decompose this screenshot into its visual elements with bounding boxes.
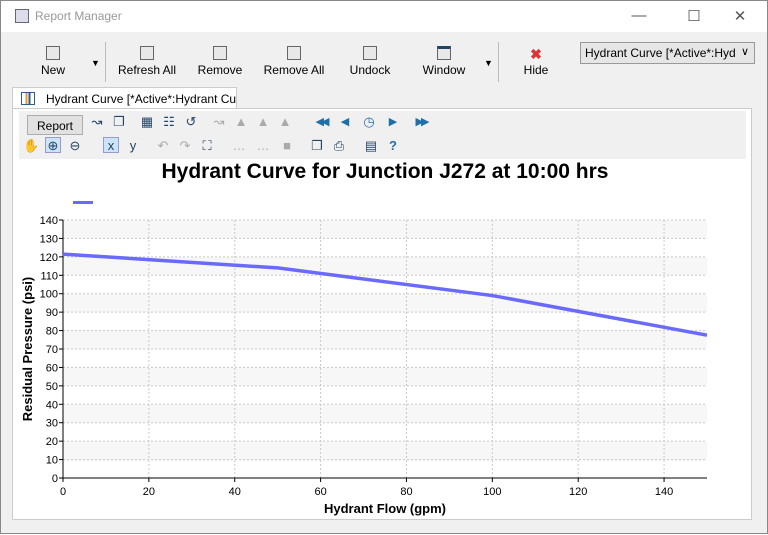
notes-icon[interactable]: ▤ xyxy=(364,138,378,153)
chevron-down-icon: ∨ xyxy=(740,46,750,58)
remove-all-button[interactable]: Remove All xyxy=(262,46,326,77)
copy-icon[interactable]: ❐ xyxy=(113,114,125,129)
pan-hand-icon[interactable]: ✋ xyxy=(23,138,39,153)
ribbon: New ▼ Refresh All Remove Remove All Undo… xyxy=(1,32,767,88)
print-icon[interactable]: ⎙ xyxy=(333,138,345,153)
new-dropdown-arrow[interactable]: ▼ xyxy=(91,58,100,68)
zoom-out-icon[interactable]: ⊖ xyxy=(69,138,81,153)
zoom-extents-icon[interactable]: ⛶ xyxy=(202,138,212,153)
zoom-in-icon[interactable]: ⊕ xyxy=(45,137,61,153)
window-dropdown-arrow[interactable]: ▼ xyxy=(484,58,493,68)
new-button[interactable]: New xyxy=(39,46,67,77)
help-icon[interactable]: ? xyxy=(389,138,397,153)
print-preview-icon[interactable]: ▦ xyxy=(140,114,154,129)
divider xyxy=(105,42,106,82)
graph-icon-3[interactable]: ▲ xyxy=(256,114,270,129)
chart-icon xyxy=(21,92,35,105)
step-back-icon[interactable]: … xyxy=(232,138,246,153)
refresh-all-button[interactable]: Refresh All xyxy=(117,46,177,77)
undock-icon xyxy=(363,46,377,60)
undock-button[interactable]: Undock xyxy=(347,46,393,77)
lock-y-axis-icon[interactable]: y xyxy=(129,138,137,153)
chart-options-icon[interactable]: ↝ xyxy=(91,114,103,129)
remove-all-icon xyxy=(287,46,301,60)
tab-hydrant-curve[interactable]: Hydrant Curve [*Active*:Hydrant Curve] xyxy=(12,87,237,109)
report-button[interactable]: Report xyxy=(27,115,83,135)
graph-icon-4[interactable]: ▲ xyxy=(278,114,292,129)
first-icon[interactable]: ◀◀ xyxy=(315,116,330,128)
maximize-button[interactable]: ☐ xyxy=(687,8,701,25)
series-options-icon[interactable]: ☷ xyxy=(163,114,175,129)
window-title: Report Manager xyxy=(35,9,122,23)
window-icon xyxy=(437,46,451,60)
remove-icon xyxy=(213,46,227,60)
refresh-series-icon[interactable]: ↺ xyxy=(185,114,197,129)
undock-label: Undock xyxy=(349,63,391,77)
undo-zoom-icon[interactable]: ↶ xyxy=(157,138,169,153)
tab-label: Hydrant Curve [*Active*:Hydrant Curve] xyxy=(46,92,237,106)
report-manager-icon xyxy=(15,9,29,23)
hide-x-icon: ✖ xyxy=(530,46,542,62)
refresh-icon xyxy=(140,46,154,60)
remove-label: Remove xyxy=(197,63,243,77)
new-report-icon xyxy=(46,46,60,60)
report-label: Report xyxy=(36,119,74,133)
report-select[interactable]: Hydrant Curve [*Active*:Hydrant ∨ xyxy=(580,42,755,64)
remove-all-label: Remove All xyxy=(263,63,325,77)
stop-icon[interactable]: ■ xyxy=(283,138,291,153)
lock-x-axis-icon[interactable]: x xyxy=(103,137,119,153)
new-label: New xyxy=(40,63,65,77)
hide-button[interactable]: ✖ Hide xyxy=(521,46,551,77)
report-select-value: Hydrant Curve [*Active*:Hydrant xyxy=(585,46,735,60)
window-label: Window xyxy=(422,63,466,77)
graph-icon-2[interactable]: ▲ xyxy=(234,114,248,129)
hide-label: Hide xyxy=(523,63,549,77)
report-panel: Report ↝ ❐ ▦ ☷ ↺ ↝ ▲ ▲ ▲ ◀◀ ◀ ◷ ▶ ▶▶ ✋ ⊕… xyxy=(12,108,752,520)
previous-icon[interactable]: ◀ xyxy=(340,116,350,128)
step-forward-icon[interactable]: … xyxy=(256,138,270,153)
minimize-button[interactable]: — xyxy=(631,7,647,24)
title-bar: Report Manager — ☐ ✕ xyxy=(1,1,767,32)
close-button[interactable]: ✕ xyxy=(733,8,747,25)
divider xyxy=(498,42,499,82)
last-icon[interactable]: ▶▶ xyxy=(415,116,430,128)
remove-button[interactable]: Remove xyxy=(197,46,243,77)
redo-zoom-icon[interactable]: ↷ xyxy=(179,138,191,153)
copy-pages-icon[interactable]: ❐ xyxy=(311,138,323,153)
graph-icon-1[interactable]: ↝ xyxy=(213,114,225,129)
next-icon[interactable]: ▶ xyxy=(388,116,398,128)
time-icon[interactable]: ◷ xyxy=(363,114,375,129)
window-button[interactable]: Window xyxy=(420,46,468,77)
refresh-all-label: Refresh All xyxy=(117,63,177,77)
chart-toolbar: Report ↝ ❐ ▦ ☷ ↺ ↝ ▲ ▲ ▲ ◀◀ ◀ ◷ ▶ ▶▶ ✋ ⊕… xyxy=(19,111,746,159)
